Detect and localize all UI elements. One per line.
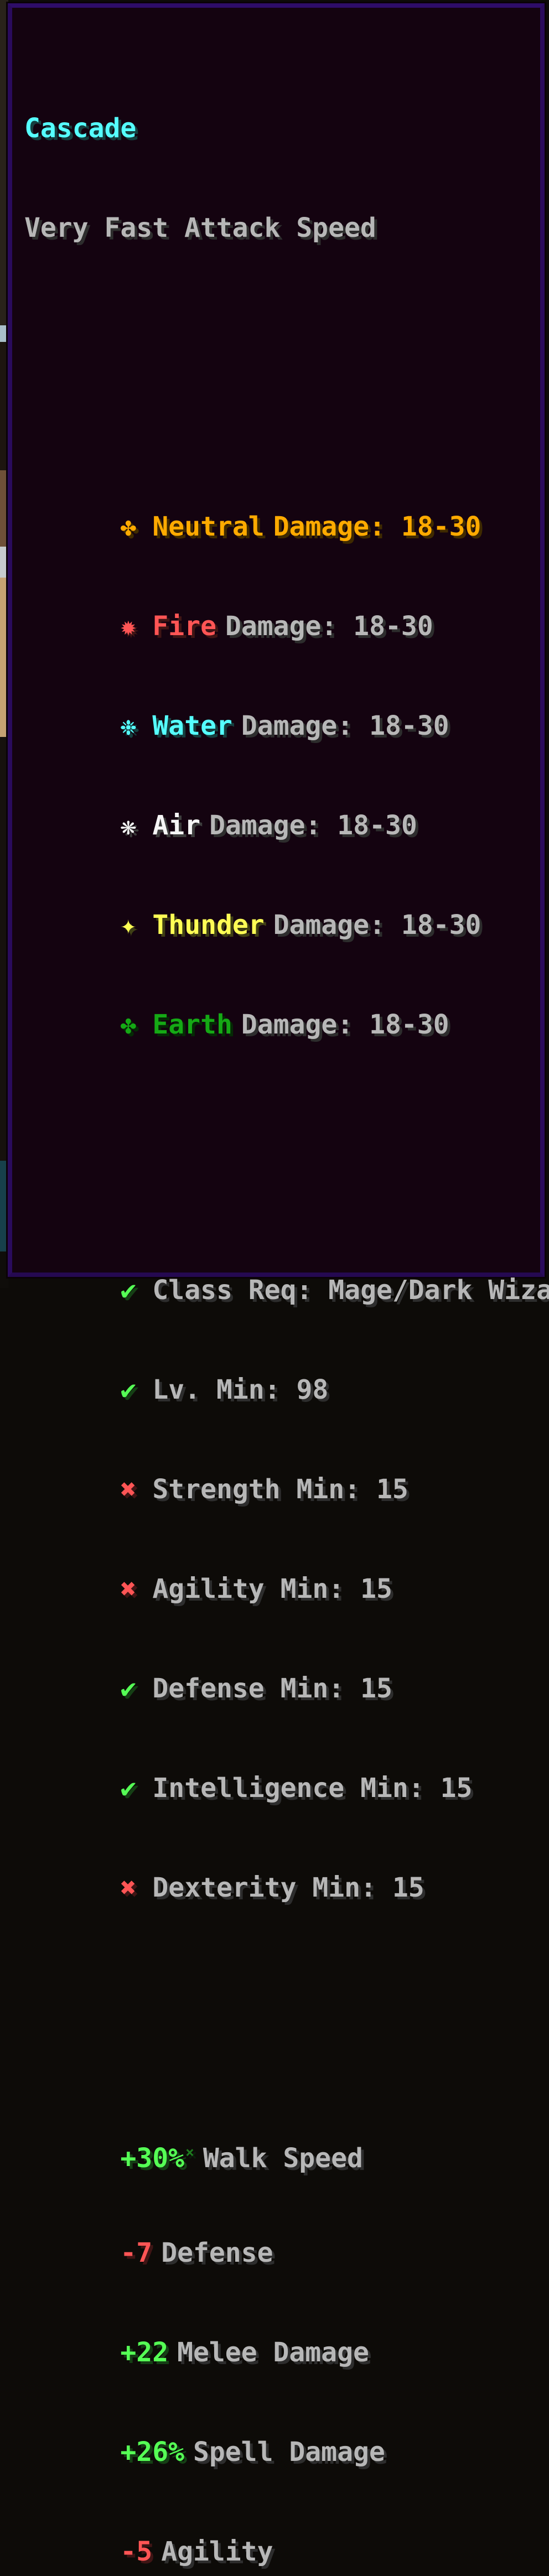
- cross-icon: ✖: [120, 1573, 137, 1604]
- element-name: Thunder: [152, 910, 265, 941]
- damage-value: Damage: 18-30: [225, 611, 433, 642]
- stat-label: Agility: [161, 2536, 273, 2567]
- element-name: Fire: [152, 611, 216, 642]
- requirement-defense: ✔ Defense Min: 15: [24, 1639, 538, 1704]
- spacer: [24, 344, 538, 377]
- stat-label: Spell Damage: [193, 2437, 385, 2468]
- check-icon: ✔: [120, 1374, 137, 1405]
- damage-value: Damage: 18-30: [241, 710, 449, 741]
- element-name: Earth: [152, 1009, 232, 1040]
- requirement-text: Agility Min: 15: [152, 1573, 392, 1604]
- damage-value: Damage: 18-30: [273, 511, 481, 542]
- requirement-text: Defense Min: 15: [152, 1673, 392, 1704]
- earth-icon: ✤: [120, 1009, 137, 1040]
- stat-value: +26%: [120, 2437, 184, 2468]
- requirement-text: Intelligence Min: 15: [152, 1773, 473, 1804]
- damage-line-water: ❉ Water Damage: 18-30: [24, 676, 538, 741]
- stat-value: -7: [120, 2237, 153, 2268]
- damage-line-air: ❋ Air Damage: 18-30: [24, 776, 538, 841]
- requirement-text: Lv. Min: 98: [152, 1374, 329, 1405]
- requirement-level: ✔ Lv. Min: 98: [24, 1340, 538, 1405]
- stat-walk-speed: +30%× Walk Speed: [24, 2104, 538, 2174]
- requirement-dexterity: ✖ Dexterity Min: 15: [24, 1838, 538, 1903]
- stat-label: Walk Speed: [203, 2143, 363, 2174]
- item-name: Cascade: [24, 112, 538, 145]
- damage-line-neutral: ✤ Neutral Damage: 18-30: [24, 477, 538, 542]
- damage-line-fire: ✹ Fire Damage: 18-30: [24, 577, 538, 642]
- stat-label: Defense: [161, 2237, 273, 2268]
- element-name: Air: [152, 810, 201, 841]
- spacer: [24, 1971, 538, 2004]
- element-name: Water: [152, 710, 232, 741]
- requirement-intelligence: ✔ Intelligence Min: 15: [24, 1738, 538, 1804]
- damage-value: Damage: 18-30: [209, 810, 417, 841]
- check-icon: ✔: [120, 1275, 137, 1306]
- water-icon: ❉: [120, 710, 137, 741]
- stat-value: +22: [120, 2337, 169, 2368]
- damage-line-earth: ✤ Earth Damage: 18-30: [24, 975, 538, 1040]
- requirement-strength: ✖ Strength Min: 15: [24, 1440, 538, 1505]
- stat-modified-marker: ×: [185, 2143, 194, 2161]
- fire-icon: ✹: [120, 611, 137, 642]
- cross-icon: ✖: [120, 1872, 137, 1903]
- stat-value: +30%: [120, 2143, 184, 2174]
- requirement-text: Class Req: Mage/Dark Wizard: [152, 1275, 549, 1306]
- spacer: [24, 1108, 538, 1141]
- neutral-damage-icon: ✤: [120, 511, 137, 542]
- item-tooltip: Cascade Very Fast Attack Speed ✤ Neutral D…: [8, 3, 549, 2567]
- requirement-class: ✔ Class Req: Mage/Dark Wizard: [24, 1240, 549, 1306]
- stat-label: Melee Damage: [177, 2337, 369, 2368]
- check-icon: ✔: [120, 1773, 137, 1804]
- element-name: Neutral: [152, 511, 265, 542]
- game-background-strip: [0, 0, 8, 1288]
- damage-line-thunder: ✦ Thunder Damage: 18-30: [24, 875, 538, 941]
- requirement-text: Strength Min: 15: [152, 1474, 408, 1505]
- attack-speed-text: Very Fast Attack Speed: [24, 212, 376, 243]
- check-icon: ✔: [120, 1673, 137, 1704]
- cross-icon: ✖: [120, 1474, 137, 1505]
- requirement-text: Dexterity Min: 15: [152, 1872, 424, 1903]
- damage-value: Damage: 18-30: [241, 1009, 449, 1040]
- item-name-text: Cascade: [24, 113, 137, 144]
- damage-value: Damage: 18-30: [273, 910, 481, 941]
- stat-spell-damage: +26% Spell Damage: [24, 2402, 538, 2468]
- requirement-agility: ✖ Agility Min: 15: [24, 1539, 538, 1604]
- stat-defense: -7 Defense: [24, 2203, 538, 2268]
- air-icon: ❋: [120, 810, 137, 841]
- thunder-icon: ✦: [120, 910, 137, 941]
- stat-agility: -5 Agility: [24, 2502, 538, 2567]
- stat-value: -5: [120, 2536, 153, 2567]
- tooltip-content: Cascade Very Fast Attack Speed ✤ Neutral D…: [12, 8, 549, 2567]
- stat-melee-damage: +22 Melee Damage: [24, 2303, 538, 2368]
- attack-speed-line: Very Fast Attack Speed: [24, 211, 538, 245]
